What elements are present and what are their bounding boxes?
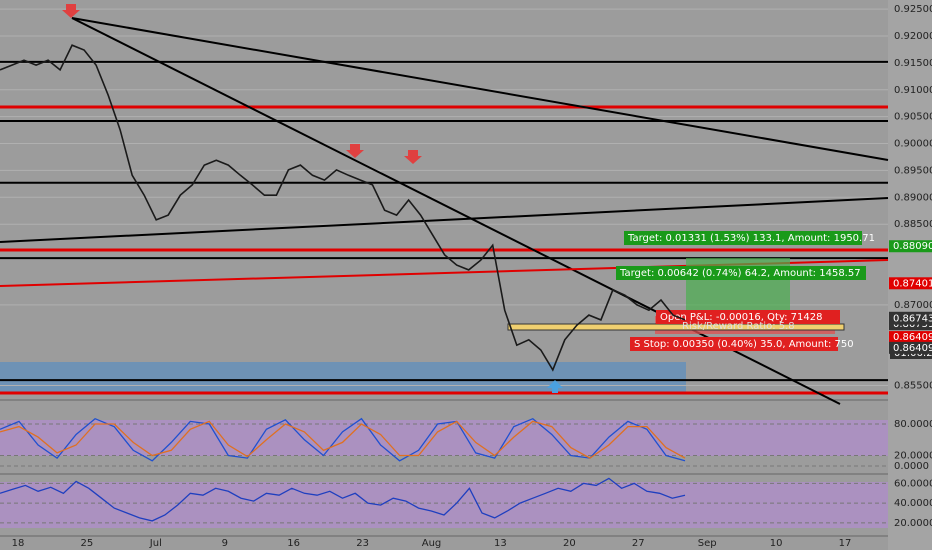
- series-line: [0, 477, 686, 522]
- rsi-band: [0, 482, 888, 528]
- x-tick-label: 20: [563, 538, 576, 549]
- x-tick-label: Jul: [149, 538, 162, 549]
- y-tick-label: 20.0000: [894, 451, 932, 462]
- y-tick-label: 60.0000: [894, 478, 932, 489]
- x-tick-label: 16: [287, 538, 300, 549]
- trendline: [0, 197, 889, 243]
- y-tick-label: 0.85500: [894, 380, 932, 391]
- price-badge-label: 0.86759: [893, 319, 932, 330]
- stoch-band: [0, 420, 888, 456]
- y-tick-label: 0.90500: [894, 112, 932, 123]
- y-tick-label: 40.0000: [894, 498, 932, 509]
- trendline: [71, 17, 889, 161]
- x-tick-label: 17: [839, 538, 852, 549]
- annotation-box: [630, 337, 838, 351]
- target-label: Target: 0.01331 (1.53%) 133.1, Amount: 1…: [627, 233, 875, 244]
- x-tick-label: 18: [12, 538, 25, 549]
- x-tick-label: 25: [81, 538, 94, 549]
- x-tick-label: 9: [222, 538, 228, 549]
- y-tick-label: 0.88500: [894, 219, 932, 230]
- target-label: Target: 0.00642 (0.74%) 64.2, Amount: 14…: [619, 268, 861, 279]
- annotation-box: [656, 310, 840, 324]
- price-badge-label: 0.86409: [893, 332, 932, 343]
- y-tick-label: 0.90000: [894, 139, 932, 150]
- price-badge-label: 0.87401: [893, 278, 932, 289]
- y-tick-label: 0.91500: [894, 58, 932, 69]
- x-tick-label: 10: [770, 538, 783, 549]
- price-badge: [889, 312, 932, 325]
- price-badge: [889, 240, 932, 253]
- arrow-up: [547, 380, 563, 393]
- annotation-box: [624, 231, 862, 245]
- y-tick-label: 0.89500: [894, 165, 932, 176]
- y-tick-label: 80.0000: [894, 419, 932, 430]
- price-badge-label: 0.86743: [893, 314, 932, 325]
- x-tick-label: Aug: [422, 538, 442, 549]
- ratio-label: Risk/Reward Ratio: 5.8: [682, 321, 795, 332]
- price-badge: [889, 277, 932, 290]
- price-badge-label: 0.88090: [893, 241, 932, 252]
- open-pnl-label: Open P&L: -0.00016, Qty: 71428: [660, 312, 823, 323]
- x-tick-label: Sep: [698, 538, 717, 549]
- y-tick-label: 20.0000: [894, 518, 932, 529]
- y-tick-label: 0.0000: [894, 461, 929, 472]
- series-line: [0, 417, 686, 462]
- x-tick-label: 23: [356, 538, 369, 549]
- annotation-box: [616, 266, 866, 280]
- x-tick-label: 13: [494, 538, 507, 549]
- price-badge-label: 0.86409: [893, 343, 932, 354]
- volume-area: [0, 362, 686, 392]
- y-tick-label: 0.89000: [894, 192, 932, 203]
- price-axis: [888, 0, 932, 550]
- price-badge: [889, 341, 932, 354]
- y-tick-label: 0.92000: [894, 31, 932, 42]
- y-tick-label: 0.87000: [894, 300, 932, 311]
- stop-label: S Stop: 0.00350 (0.40%) 35.0, Amount: 75…: [634, 339, 854, 350]
- price-badge: [889, 331, 932, 344]
- series-line: [0, 44, 686, 372]
- y-tick-label: 0.91000: [894, 85, 932, 96]
- x-tick-label: 27: [632, 538, 645, 549]
- series-line: [0, 420, 686, 459]
- y-tick-label: 0.92500: [894, 4, 932, 15]
